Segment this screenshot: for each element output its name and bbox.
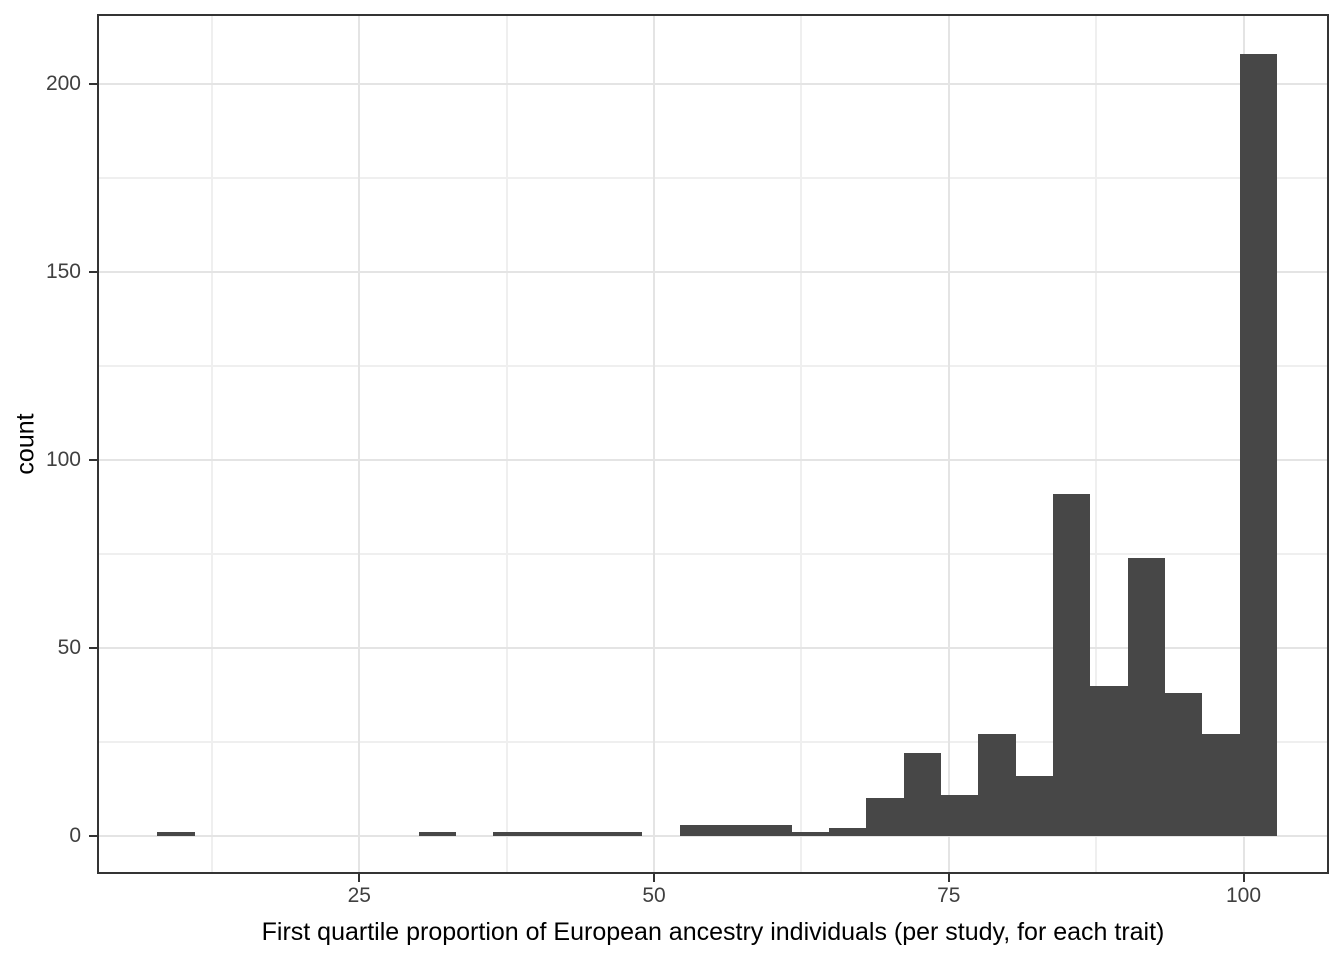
gridline-x-minor — [800, 14, 803, 874]
histogram-bar — [493, 832, 531, 836]
histogram-bar — [1053, 493, 1091, 836]
gridline-y-major — [97, 270, 1329, 273]
histogram-bar — [1239, 53, 1277, 837]
x-tick-label: 100 — [1225, 884, 1262, 907]
histogram-bar — [791, 832, 830, 836]
histogram-bar — [418, 832, 456, 836]
histogram-bar — [567, 832, 606, 836]
histogram-bar — [829, 828, 867, 836]
y-tick-mark — [89, 458, 97, 461]
y-tick-label: 100 — [45, 447, 81, 471]
histogram-bar — [1015, 775, 1053, 836]
y-tick-label: 50 — [57, 636, 81, 659]
histogram-bar — [1202, 734, 1240, 836]
y-tick-label: 200 — [45, 71, 81, 95]
histogram-bar — [754, 824, 792, 836]
histogram-bar — [978, 734, 1016, 836]
gridline-y-minor — [97, 364, 1329, 367]
gridline-x-minor — [505, 14, 508, 874]
y-tick-mark — [89, 270, 97, 273]
histogram-bar — [941, 794, 979, 836]
x-tick-label: 25 — [347, 884, 371, 907]
x-tick-mark — [947, 874, 950, 882]
x-tick-label: 75 — [937, 884, 961, 907]
gridline-y-major — [97, 835, 1329, 838]
gridline-y-major — [97, 458, 1329, 461]
histogram-bar — [605, 832, 643, 836]
histogram-bar — [157, 832, 195, 836]
x-tick-mark — [653, 874, 656, 882]
x-tick-label: 50 — [642, 884, 666, 907]
y-tick-mark — [89, 835, 97, 838]
gridline-x-minor — [210, 14, 213, 874]
gridline-x-major — [358, 14, 361, 874]
y-tick-mark — [89, 647, 97, 649]
histogram-bar — [1164, 693, 1203, 837]
histogram-bar — [717, 824, 755, 836]
y-tick-label: 0 — [69, 824, 81, 848]
x-tick-mark — [358, 874, 361, 882]
histogram-bar — [1127, 557, 1165, 837]
gridline-x-minor — [1095, 14, 1098, 874]
x-tick-mark — [1242, 874, 1245, 882]
gridline-x-major — [947, 14, 950, 874]
gridline-y-minor — [97, 176, 1329, 179]
histogram-bar — [1090, 685, 1128, 836]
y-axis-title: count — [11, 413, 40, 475]
gridline-y-minor — [97, 741, 1329, 743]
histogram-bar — [530, 832, 568, 836]
histogram-bar — [679, 824, 718, 836]
y-tick-label: 150 — [45, 259, 81, 283]
gridline-y-minor — [97, 552, 1329, 555]
histogram-bar — [866, 798, 904, 836]
y-tick-mark — [89, 82, 97, 85]
histogram-bar — [903, 753, 941, 836]
gridline-x-major — [653, 14, 656, 874]
x-axis-title: First quartile proportion of European an… — [261, 918, 1165, 946]
gridline-y-major — [97, 647, 1329, 649]
gridline-y-major — [97, 82, 1329, 85]
